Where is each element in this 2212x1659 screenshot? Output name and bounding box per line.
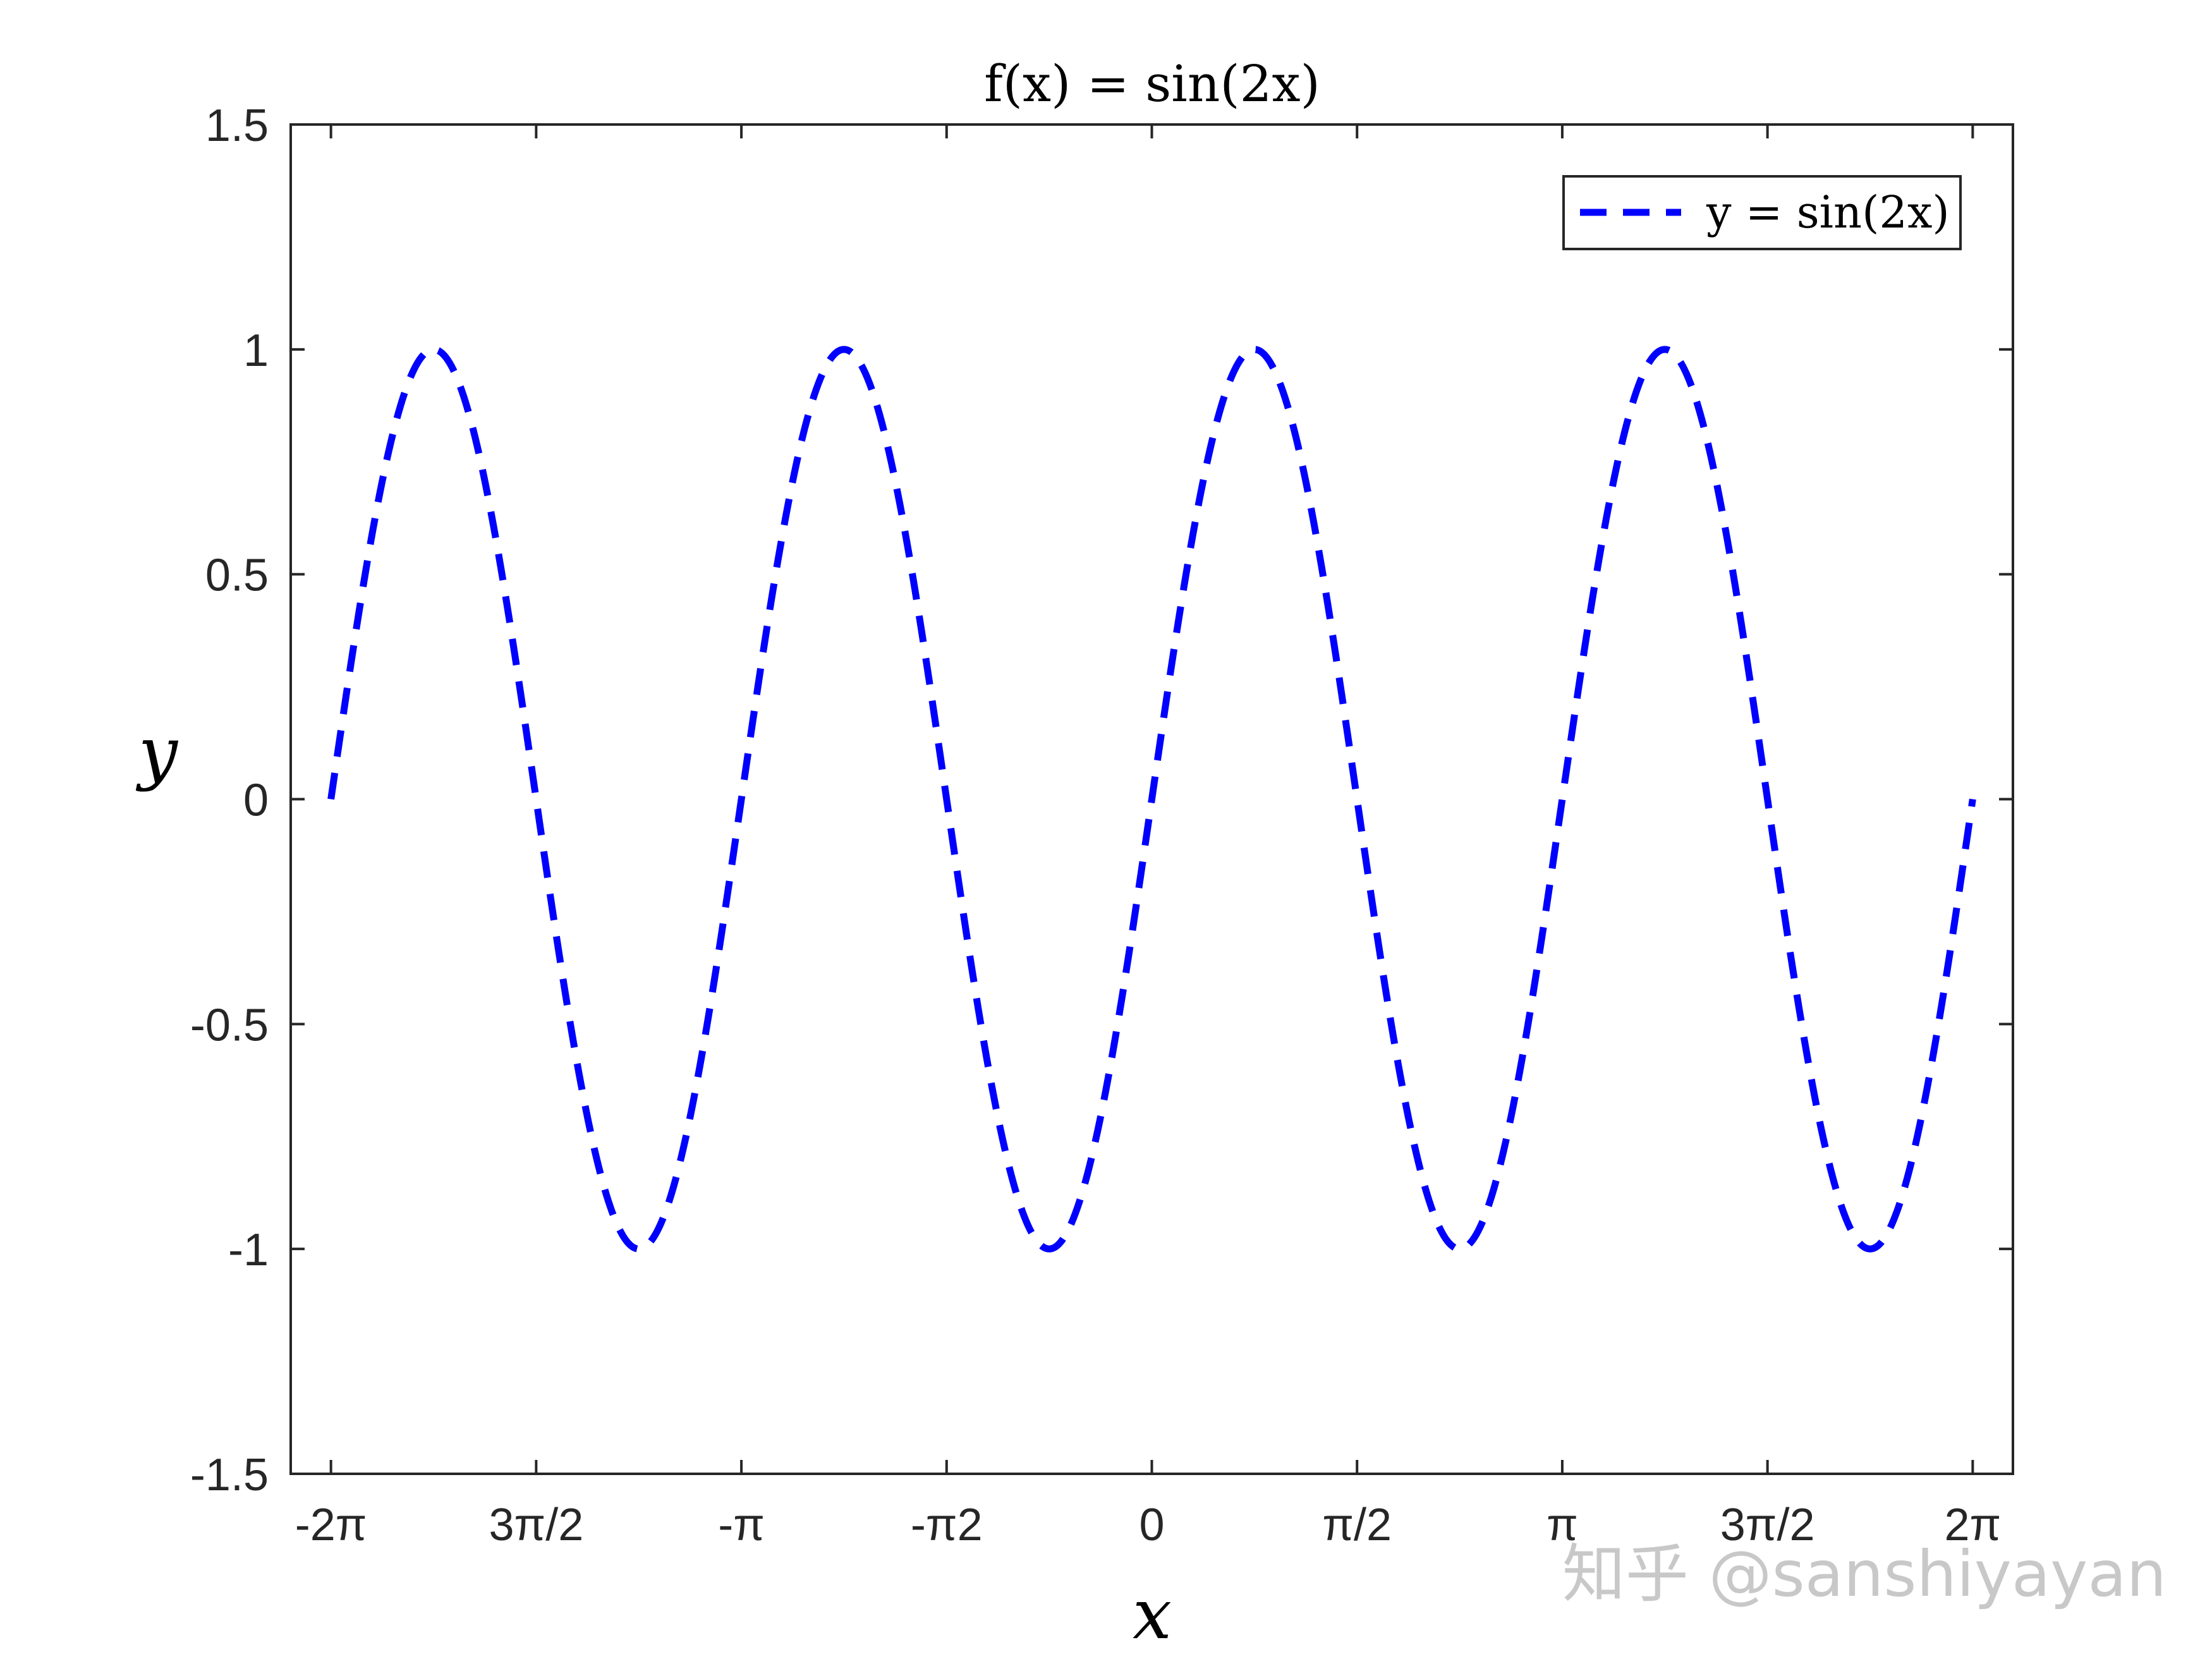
y-tick-label: 0.5 <box>205 550 269 601</box>
x-tick-label: 0 <box>1139 1500 1164 1550</box>
x-tick-label: 2π <box>1944 1500 2001 1550</box>
y-tick-label: 1 <box>243 325 269 376</box>
x-tick-label: 3π/2 <box>1720 1500 1815 1550</box>
y-tick-label: -0.5 <box>190 1000 269 1050</box>
tick-label-group: -2π 3π/2 -π -π2 0 π/2 π 3π/2 2π 1.5 1 0.5 0 -0.5 -1 -1.… <box>190 100 2001 1550</box>
x-tick-label: -π2 <box>911 1500 983 1550</box>
chart-title: f(x) = sin(2x) <box>984 54 1320 113</box>
x-tick-label: -2π <box>295 1500 367 1550</box>
y-tick-label: -1.5 <box>190 1450 269 1500</box>
x-tick-label: π/2 <box>1322 1500 1392 1550</box>
x-tick-label: π <box>1547 1500 1578 1550</box>
y-axis-label: y <box>135 712 179 793</box>
series-line-sin2x <box>327 346 1976 1253</box>
y-tick-label: 0 <box>243 775 269 826</box>
x-tick-label: -π <box>718 1500 765 1550</box>
x-tick-label: 3π/2 <box>489 1500 583 1550</box>
y-tick-label: -1 <box>228 1225 269 1275</box>
watermark-text: 知乎 @sanshiyayan <box>1562 1537 2166 1611</box>
axes-box <box>289 123 2014 1475</box>
legend-entry-label: y = sin(2x) <box>1706 186 1950 238</box>
x-axis-label: x <box>1133 1574 1172 1655</box>
y-tick-label: 1.5 <box>205 100 269 151</box>
legend: y = sin(2x) <box>1562 175 1962 250</box>
